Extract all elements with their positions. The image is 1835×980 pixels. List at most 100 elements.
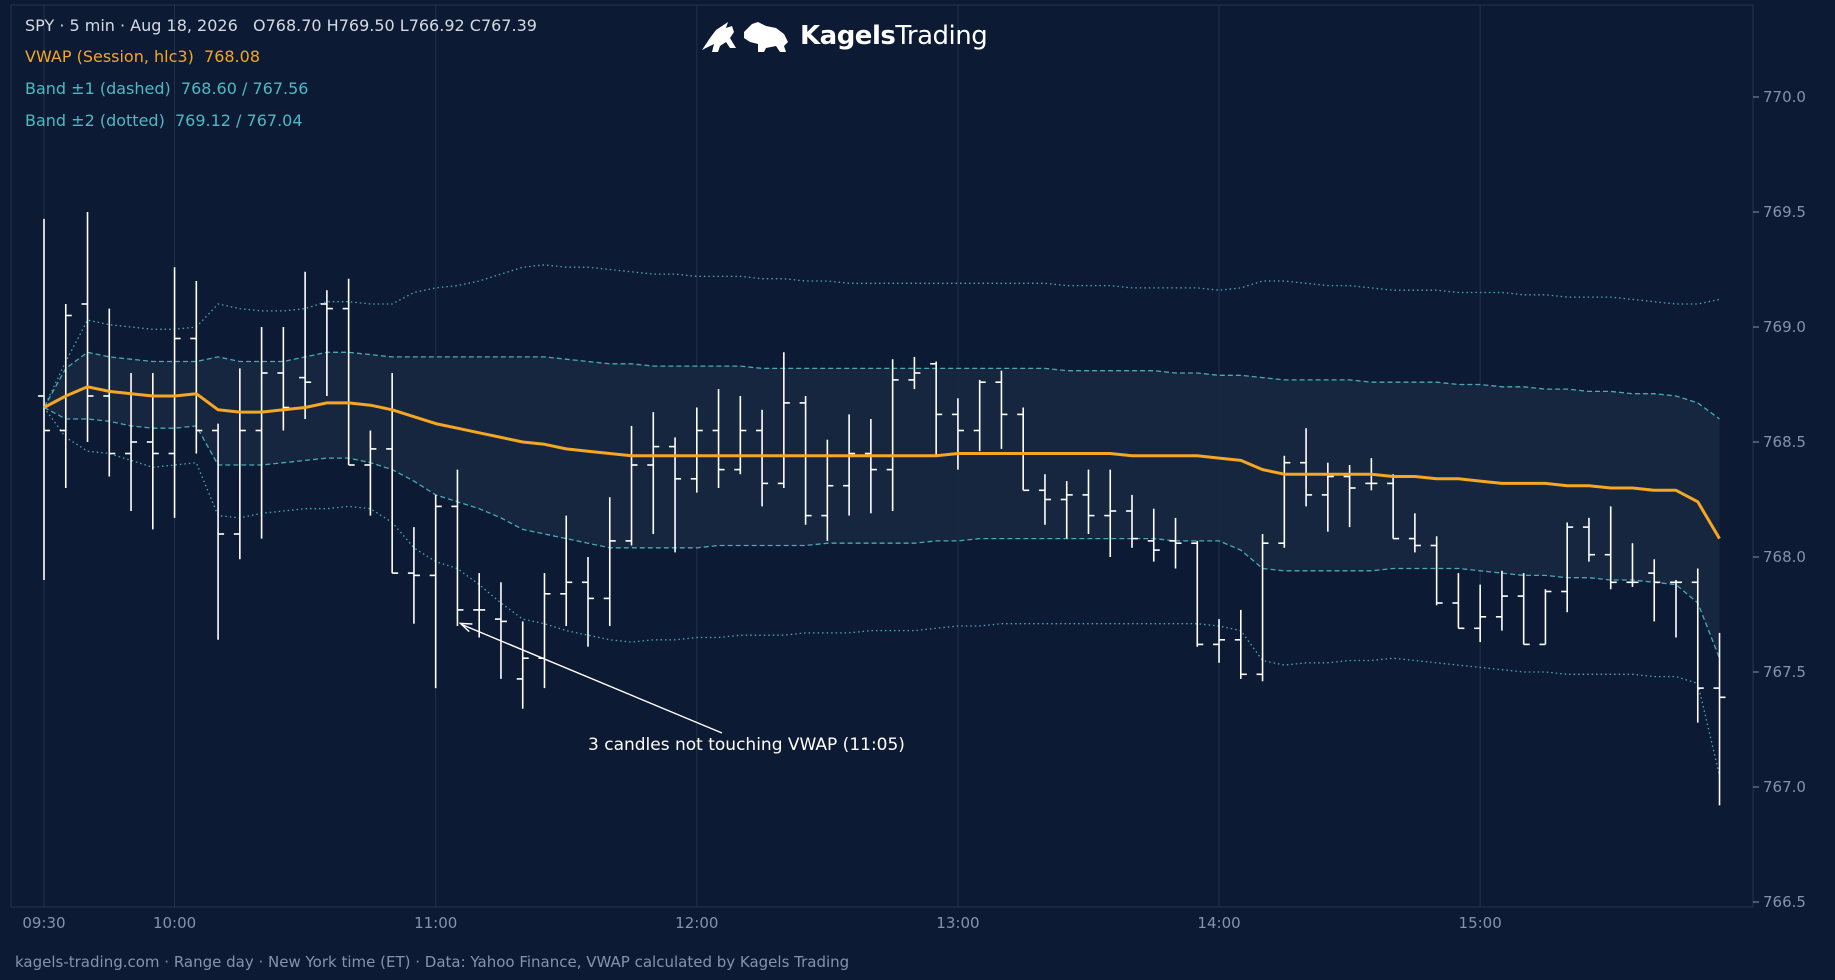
y-tick-label: 770.0 bbox=[1763, 88, 1806, 106]
ohlc-bar bbox=[320, 290, 333, 396]
ohlc-bar bbox=[1430, 536, 1443, 606]
ohlc-bar bbox=[1191, 540, 1204, 647]
ohlc-bar bbox=[299, 271, 312, 419]
ohlc-bar bbox=[233, 368, 246, 560]
ohlc-bar bbox=[146, 373, 159, 530]
ohlc-bar bbox=[1582, 517, 1595, 562]
brand-regular: Trading bbox=[895, 21, 988, 51]
ohlc-bar bbox=[1648, 559, 1661, 622]
ohlc-bar bbox=[1452, 573, 1465, 630]
ohlc-bar bbox=[603, 497, 616, 626]
ohlc-bar bbox=[277, 327, 290, 431]
ohlc-bar bbox=[1038, 474, 1051, 525]
x-tick-label: 09:30 bbox=[22, 914, 65, 932]
ohlc-bar bbox=[168, 267, 181, 518]
ohlc-bar bbox=[973, 379, 986, 452]
ohlc-bar bbox=[1300, 428, 1313, 507]
x-tick-label: 13:00 bbox=[936, 914, 979, 932]
ohlc-bar bbox=[1147, 508, 1160, 562]
annotation-arrow-head bbox=[458, 622, 473, 633]
ohlc-bar bbox=[756, 409, 769, 507]
x-tick-label: 14:00 bbox=[1197, 914, 1240, 932]
x-tick-label: 12:00 bbox=[675, 914, 718, 932]
band2-upper-line bbox=[43, 264, 1720, 408]
ohlc-bar bbox=[1082, 469, 1095, 534]
y-tick-label: 769.5 bbox=[1763, 203, 1806, 221]
ohlc-bar bbox=[1408, 513, 1421, 553]
annotation-text: 3 candles not touching VWAP (11:05) bbox=[588, 735, 905, 755]
x-tick-label: 11:00 bbox=[414, 914, 457, 932]
ohlc-bar bbox=[777, 352, 790, 488]
ohlc-bar bbox=[908, 356, 921, 390]
ohlc-bar bbox=[1713, 632, 1726, 806]
y-tick-label: 767.0 bbox=[1763, 778, 1806, 796]
ohlc-bar bbox=[1060, 481, 1073, 539]
ohlc-bar bbox=[582, 557, 594, 647]
bands bbox=[43, 264, 1721, 776]
x-tick-label: 15:00 bbox=[1459, 914, 1502, 932]
ohlc-bar bbox=[190, 281, 203, 454]
ohlc-bar bbox=[407, 527, 420, 624]
band2-legend: Band ±2 (dotted) 769.12 / 767.04 bbox=[25, 111, 303, 130]
ohlc-bar bbox=[1387, 474, 1400, 540]
band1-lower-line bbox=[43, 406, 1721, 659]
ohlc-bar bbox=[1691, 568, 1704, 723]
brand-bold: Kagels bbox=[800, 21, 896, 51]
ohlc-bar bbox=[647, 412, 660, 534]
ohlc-bar bbox=[1474, 584, 1487, 643]
ohlc-bar bbox=[1495, 570, 1508, 631]
ohlc-bar bbox=[712, 389, 725, 488]
vwap-legend: VWAP (Session, hlc3) 768.08 bbox=[25, 47, 260, 66]
band1-legend: Band ±1 (dashed) 768.60 / 767.56 bbox=[25, 79, 309, 98]
vwap-polyline bbox=[43, 385, 1721, 540]
ohlc-bar bbox=[1278, 455, 1291, 548]
ohlc-bar bbox=[494, 582, 507, 679]
ohlc-bar bbox=[1626, 543, 1639, 587]
ohlc-bar bbox=[1169, 517, 1182, 569]
ohlc-bar bbox=[930, 361, 943, 456]
ohlc-bar bbox=[38, 218, 50, 580]
ohlc-bar bbox=[1256, 534, 1269, 682]
x-axis: 09:30 10:00 11:00 12:00 13:00 14:00 15:00 bbox=[22, 914, 1501, 932]
ohlc-bar bbox=[1104, 469, 1117, 557]
x-tick-label: 10:00 bbox=[153, 914, 196, 932]
ohlc-bar bbox=[81, 212, 94, 442]
ohlc-bar bbox=[125, 373, 138, 511]
ohlc-bar bbox=[1213, 619, 1226, 663]
ohlc-bar bbox=[1126, 494, 1138, 548]
ohlc-bar bbox=[429, 494, 442, 689]
ohlc-bar bbox=[625, 425, 638, 546]
ohlc-bar bbox=[1017, 407, 1030, 492]
y-axis: 766.5 767.0 767.5 768.0 768.5 769.0 769.5 770.0 bbox=[1753, 88, 1806, 911]
ohlc-bar bbox=[951, 398, 964, 470]
ohlc-bar bbox=[843, 414, 856, 516]
ohlc-bar bbox=[1561, 522, 1574, 613]
ohlc-bar bbox=[342, 278, 355, 466]
annotation: 3 candles not touching VWAP (11:05) bbox=[458, 622, 905, 755]
band2-lower-line bbox=[43, 407, 1721, 776]
brand-logo: KagelsTrading bbox=[700, 18, 988, 54]
ohlc-bar bbox=[734, 396, 747, 475]
ohlc-bar bbox=[864, 419, 877, 514]
ohlc-bar bbox=[690, 407, 703, 493]
ohlc-bar bbox=[364, 430, 377, 516]
ohlc-bar bbox=[1517, 573, 1530, 646]
ohlc-bar bbox=[516, 621, 529, 709]
ohlc-bar bbox=[255, 327, 268, 539]
annotation-arrow-line bbox=[461, 623, 723, 734]
ohlc-bar bbox=[1604, 506, 1617, 590]
y-tick-label: 766.5 bbox=[1763, 893, 1806, 911]
y-tick-label: 768.5 bbox=[1763, 433, 1806, 451]
band1-upper-line bbox=[43, 351, 1720, 420]
ohlc-bar bbox=[451, 469, 464, 626]
ohlc-bar bbox=[1670, 580, 1682, 638]
candles bbox=[38, 212, 1726, 806]
ohlc-bar bbox=[560, 515, 573, 626]
ohlc-bar bbox=[1234, 609, 1247, 679]
ohlc-bar bbox=[886, 359, 899, 511]
footer-note: kagels-trading.com · Range day · New Yor… bbox=[15, 953, 850, 971]
vwap-line bbox=[43, 385, 1721, 540]
y-tick-label: 767.5 bbox=[1763, 663, 1806, 681]
ohlc-bar bbox=[799, 396, 812, 525]
